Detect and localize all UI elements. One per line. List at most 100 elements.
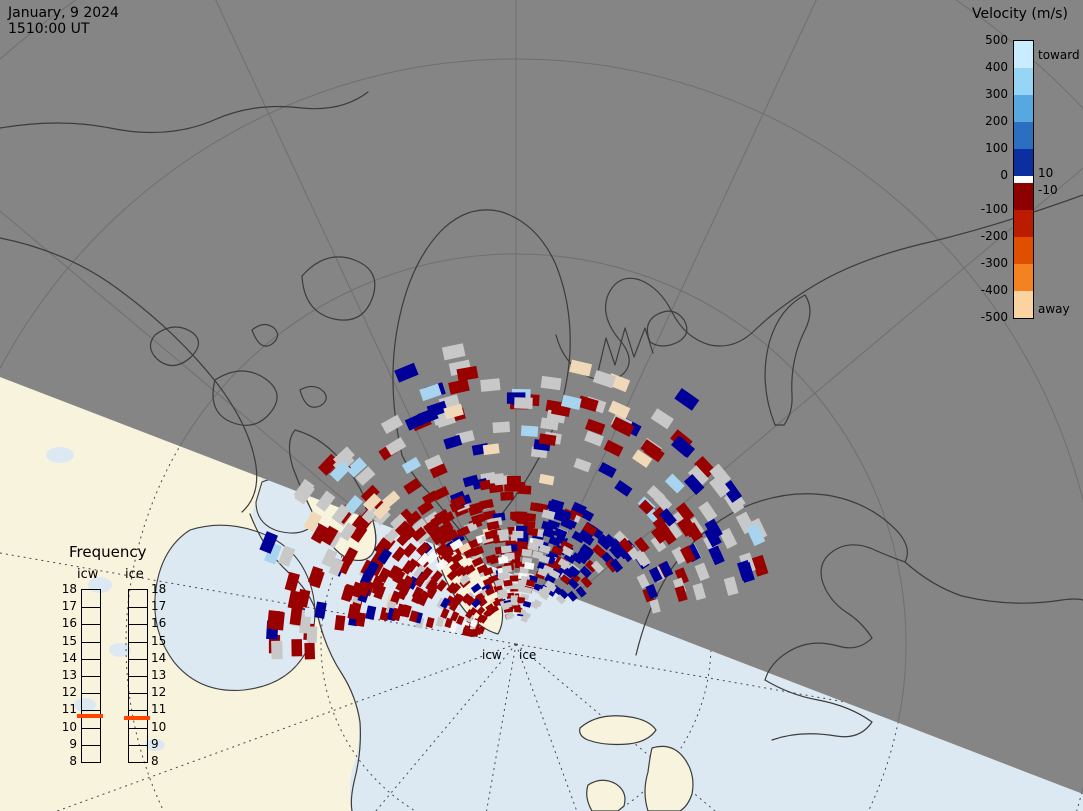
echo-cell <box>450 552 464 565</box>
echo-cell <box>512 530 524 539</box>
echo-cell <box>449 538 464 551</box>
echo-cell <box>284 571 300 592</box>
echo-cell <box>476 563 489 574</box>
echo-cell <box>532 599 543 608</box>
echo-cell <box>723 576 739 596</box>
island-ireland <box>586 779 626 811</box>
echo-cell <box>636 551 651 568</box>
echo-cell <box>450 495 466 509</box>
echo-cell <box>517 596 526 604</box>
frequency-gridline <box>82 693 100 695</box>
echo-cell <box>411 526 427 542</box>
echo-cell <box>401 456 422 474</box>
echo-cell <box>303 510 323 533</box>
echo-cell <box>517 485 532 495</box>
echo-cell <box>575 551 589 565</box>
echo-cell <box>409 610 419 623</box>
island-small <box>299 385 327 408</box>
echo-cell <box>649 599 661 614</box>
echo-cell <box>632 449 653 468</box>
echo-cell <box>659 508 677 527</box>
echo-cell <box>291 639 303 657</box>
echo-cell <box>371 580 385 596</box>
frequency-marker-ice <box>124 716 150 720</box>
colorbar-segment <box>1014 183 1033 210</box>
frequency-bar-ice <box>128 589 148 763</box>
echo-cell <box>548 569 561 580</box>
frequency-gridline <box>129 658 147 660</box>
echo-cell <box>500 491 514 501</box>
echo-cell <box>443 403 464 420</box>
echo-cell <box>361 505 380 524</box>
echo-cell <box>289 607 303 626</box>
radar-echo-cells <box>259 343 769 660</box>
echo-cell <box>425 578 438 592</box>
echo-cell <box>592 544 607 558</box>
echo-cell <box>477 597 488 608</box>
coast-russia-white-sea <box>904 561 1083 604</box>
frequency-gridline <box>129 727 147 729</box>
colorbar-tick: 300 <box>985 87 1008 101</box>
frequency-tick: 16 <box>151 616 167 631</box>
echo-cell <box>530 601 540 610</box>
frequency-tick: 8 <box>151 754 159 768</box>
echo-cell <box>636 573 650 589</box>
echo-cell <box>746 523 766 547</box>
echo-cell <box>674 567 689 585</box>
colorbar-tick: -10 <box>1038 183 1058 197</box>
lake <box>145 739 165 751</box>
colorbar-tick: 500 <box>985 33 1008 47</box>
echo-cell <box>471 551 484 562</box>
frequency-tick: 9 <box>69 736 77 751</box>
colorbar-segment <box>1014 41 1033 68</box>
echo-cell <box>329 460 351 483</box>
frequency-tick: 10 <box>61 719 77 734</box>
echo-cell <box>580 576 593 589</box>
echo-cell <box>650 526 668 544</box>
echo-cell <box>340 585 355 602</box>
frequency-marker-icw <box>77 714 103 719</box>
echo-cell <box>658 560 674 578</box>
echo-cell <box>455 615 465 626</box>
echo-cell <box>541 509 556 520</box>
echo-cell <box>537 588 548 598</box>
echo-cell <box>609 558 624 573</box>
echo-cell <box>449 600 459 612</box>
echo-cell <box>520 425 539 437</box>
echo-cell <box>380 414 404 434</box>
echo-cell <box>526 527 539 537</box>
echo-cell <box>443 434 463 450</box>
colorbar-tick: -400 <box>980 283 1008 297</box>
echo-cell <box>571 501 587 515</box>
echo-cell <box>434 542 449 556</box>
echo-cell <box>650 535 667 553</box>
echo-cell <box>304 642 316 660</box>
frequency-gridline <box>82 607 100 609</box>
echo-cell <box>505 613 513 620</box>
echo-cell <box>597 533 613 549</box>
graticule-spoke <box>114 0 517 645</box>
echo-cell <box>331 504 351 525</box>
echo-cell <box>440 597 451 609</box>
echo-cell <box>584 418 606 435</box>
echo-cell <box>514 397 533 409</box>
colorbar-tick: 400 <box>985 60 1008 74</box>
echo-cell <box>483 608 493 618</box>
echo-cell <box>738 562 755 583</box>
echo-cell <box>645 583 659 600</box>
echo-cell <box>448 378 470 395</box>
echo-cell <box>392 569 406 585</box>
echo-cell <box>532 538 545 548</box>
colorbar-tick: -500 <box>980 310 1008 324</box>
frequency-tick: 12 <box>151 685 167 700</box>
echo-cell <box>614 479 633 497</box>
echo-cell <box>704 527 722 548</box>
island-victoria <box>212 370 278 426</box>
echo-cell <box>259 531 278 554</box>
echo-cell <box>419 383 442 402</box>
frequency-gridline <box>129 624 147 626</box>
echo-cell <box>375 539 391 556</box>
colorbar-tick: 100 <box>985 141 1008 155</box>
frequency-title: Frequency <box>69 543 147 561</box>
